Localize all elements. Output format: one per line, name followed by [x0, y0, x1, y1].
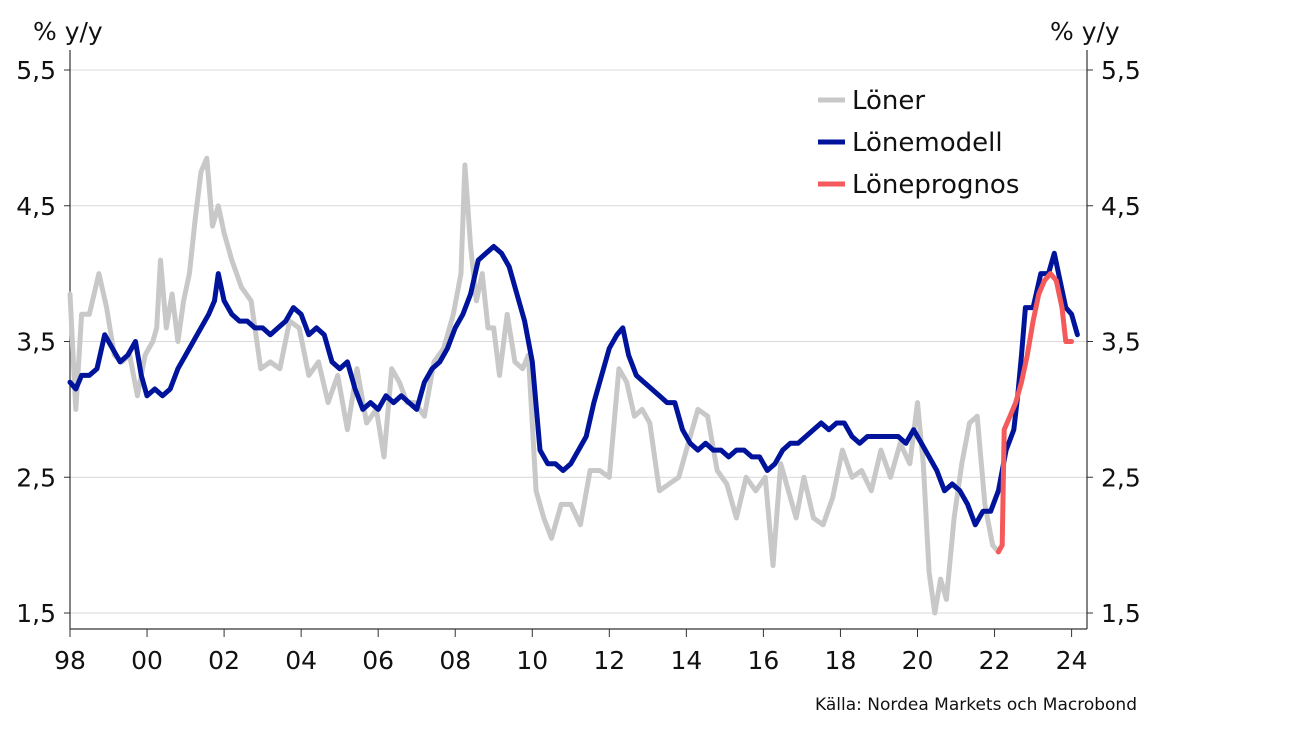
x-tick-label: 12 — [593, 646, 625, 675]
x-tick-label: 98 — [54, 646, 86, 675]
x-tick-label: 00 — [131, 646, 163, 675]
x-tick-label: 04 — [285, 646, 317, 675]
y-tick-label-left: 5,5 — [16, 56, 56, 85]
x-tick-label: 14 — [670, 646, 702, 675]
y-tick-label-right: 1,5 — [1101, 599, 1141, 628]
y-tick-label-left: 1,5 — [16, 599, 56, 628]
legend: Löner Lönemodell Löneprognos — [818, 86, 1019, 200]
x-tick-label: 06 — [362, 646, 394, 675]
legend-label-loner: Löner — [852, 86, 925, 116]
legend-label-lonemodell: Lönemodell — [852, 128, 1003, 158]
y-tick-label-right: 2,5 — [1101, 463, 1141, 492]
x-tick-label: 10 — [516, 646, 548, 675]
x-tick-label: 20 — [902, 646, 934, 675]
x-tick-label: 02 — [208, 646, 240, 675]
y-tick-label-right: 3,5 — [1101, 328, 1141, 357]
left-axis-unit: % y/y — [33, 17, 103, 46]
legend-label-loneprognos: Löneprognos — [852, 170, 1019, 200]
y-tick-label-left: 4,5 — [16, 192, 56, 221]
series-line-loner — [67, 155, 1001, 616]
right-axis-unit: % y/y — [1050, 17, 1120, 46]
series-line-lonemodell — [67, 244, 1080, 528]
y-tick-label-left: 3,5 — [16, 328, 56, 357]
gridlines — [70, 69, 1087, 614]
x-tick-label: 24 — [1056, 646, 1088, 675]
y-tick-label-right: 4,5 — [1101, 192, 1141, 221]
source-note: Källa: Nordea Markets och Macrobond — [815, 695, 1137, 715]
x-tick-label: 16 — [748, 646, 780, 675]
y-tick-label-left: 2,5 — [16, 463, 56, 492]
x-tick-label: 18 — [825, 646, 857, 675]
tick-labels: 1,5 1,5 2,5 2,5 3,5 3,5 4,5 4,5 5,5 5,5 98 00 02 04 06… — [16, 56, 1141, 675]
x-tick-label: 22 — [979, 646, 1011, 675]
series-line-loneprognos — [995, 271, 1075, 555]
x-tick-label: 08 — [439, 646, 471, 675]
series-layer — [67, 155, 1080, 616]
y-tick-label-right: 5,5 — [1101, 56, 1141, 85]
